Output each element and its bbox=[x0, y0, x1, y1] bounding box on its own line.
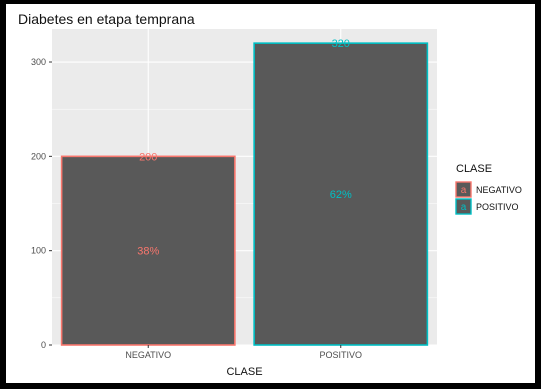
bar-negativo bbox=[60, 155, 236, 346]
bars: 200 38% 320 62% bbox=[60, 38, 429, 346]
chart-title: Diabetes en etapa temprana bbox=[18, 11, 195, 27]
legend-entry-label: NEGATIVO bbox=[476, 185, 522, 195]
y-axis: 0 100 200 300 bbox=[31, 57, 52, 350]
x-axis: NEGATIVO POSITIVO bbox=[125, 345, 362, 360]
legend-entry-label: POSITIVO bbox=[476, 202, 519, 212]
chart-frame: Diabetes en etapa temprana 200 38% 320 62% … bbox=[6, 4, 535, 383]
bar-percent-label: 38% bbox=[137, 246, 159, 258]
y-tick-label: 100 bbox=[31, 246, 46, 256]
x-tick-label: NEGATIVO bbox=[125, 350, 171, 360]
legend-key-glyph: a bbox=[461, 185, 467, 196]
legend-key-glyph: a bbox=[461, 202, 467, 213]
legend-title: CLASE bbox=[456, 163, 492, 175]
x-tick-label: POSITIVO bbox=[319, 350, 362, 360]
y-tick-label: 0 bbox=[41, 340, 46, 350]
x-axis-title: CLASE bbox=[226, 366, 262, 378]
bar-positivo bbox=[253, 42, 429, 346]
bar-percent-label: 62% bbox=[330, 189, 352, 201]
legend-key bbox=[455, 181, 472, 198]
y-tick-label: 200 bbox=[31, 151, 46, 161]
bar-chart: Diabetes en etapa temprana 20038%32062% … bbox=[18, 11, 522, 378]
bar-count-label: 200 bbox=[139, 151, 157, 163]
y-tick-label: 300 bbox=[31, 57, 46, 67]
legend: CLASE a NEGATIVO a POSITIVO bbox=[455, 163, 522, 215]
legend-key bbox=[455, 198, 472, 215]
bar-count-label: 320 bbox=[332, 38, 350, 50]
